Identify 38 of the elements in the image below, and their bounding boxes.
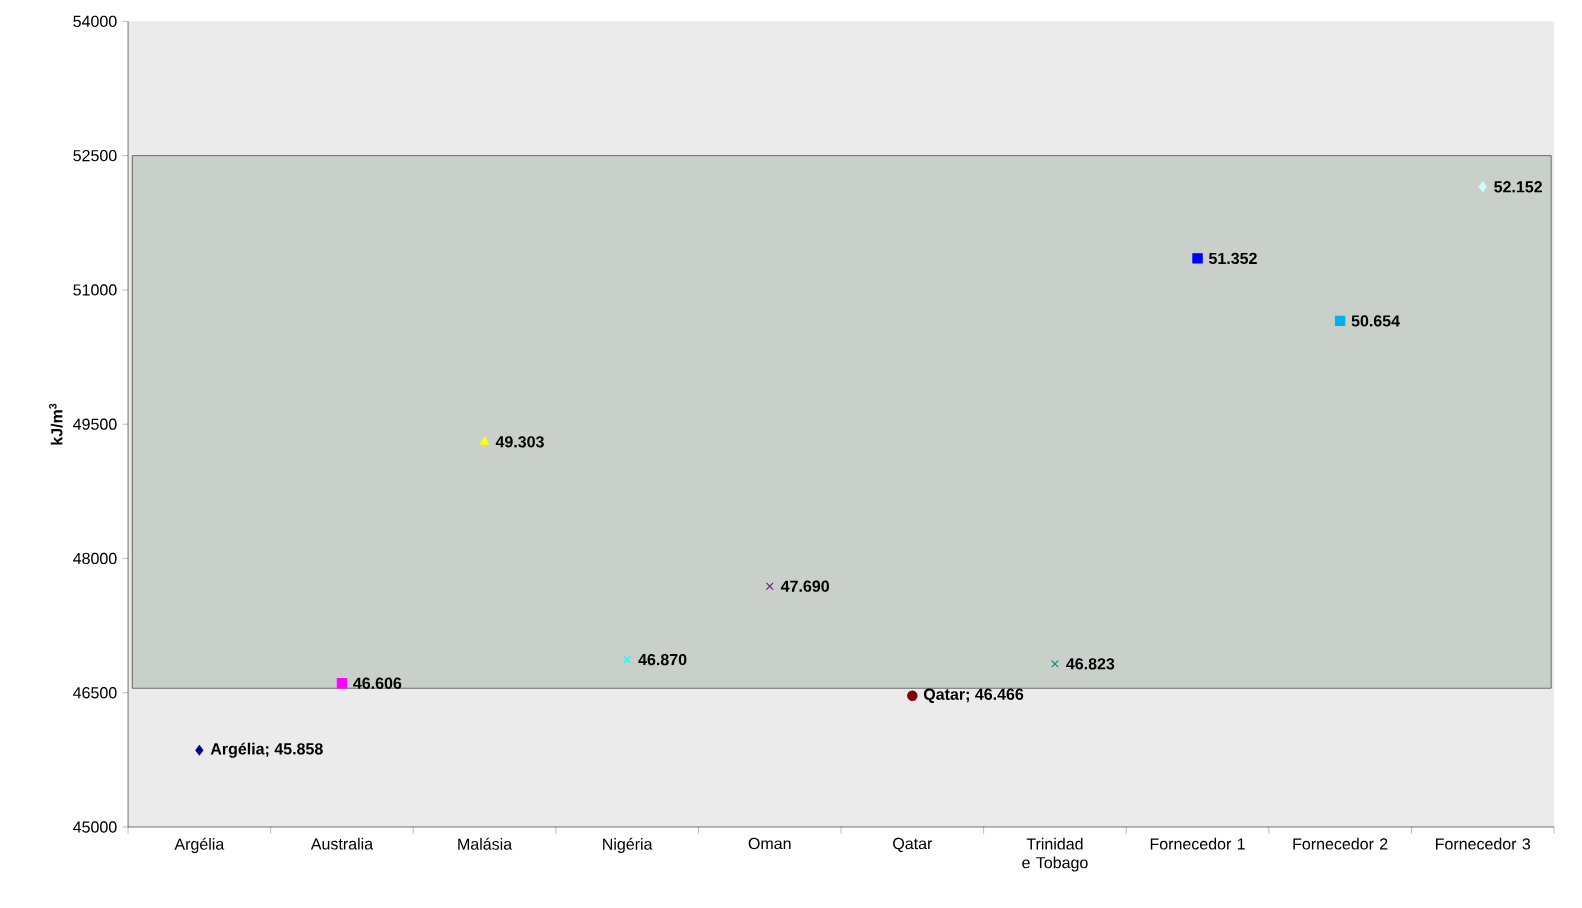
data-label: 47.690 [780, 580, 829, 592]
data-label: Argélia; 45.858 [210, 742, 323, 758]
point [1334, 315, 1346, 326]
point [1051, 659, 1059, 668]
y-tick-label: 45000 [73, 821, 117, 833]
point [765, 582, 774, 590]
point [1192, 253, 1203, 264]
point [623, 655, 631, 664]
x-tick-label: Qatar [893, 837, 933, 852]
point [1478, 181, 1487, 192]
x-tick-label: Trinidad e Tobago [1022, 837, 1088, 872]
point [479, 436, 490, 445]
y-tick-label: 52500 [73, 149, 117, 162]
y-tick-label: 49500 [73, 418, 117, 430]
point [336, 677, 348, 689]
x-tick-label: Nigéria [603, 837, 653, 853]
x-tick-label: Fornecedor 2 [1293, 837, 1388, 850]
data-label: 49.303 [495, 435, 544, 448]
data-label: 46.870 [638, 653, 687, 666]
x-tick-label: Argélia [174, 837, 225, 853]
data-label: 51.352 [1208, 252, 1257, 264]
x-tick-label: Australia [310, 837, 374, 850]
point [907, 690, 918, 701]
point [195, 744, 204, 756]
data-label: Qatar; 46.466 [923, 688, 1024, 703]
x-tick-label: Fornecedor 3 [1436, 837, 1531, 850]
data-label: 52.152 [1494, 180, 1542, 193]
y-axis-title: kJ/m$^{3}$ [49, 403, 63, 445]
x-tick-label: Malásia [458, 837, 513, 850]
y-tick-label: 54000 [73, 15, 117, 27]
data-label: 50.654 [1351, 315, 1400, 327]
x-tick-label: Fornecedor 1 [1150, 837, 1245, 850]
y-tick-label: 46500 [73, 686, 117, 699]
data-label: 46.823 [1066, 657, 1115, 670]
data-label: 46.606 [353, 677, 402, 689]
y-tick-label: 48000 [73, 552, 117, 564]
x-tick-label: Oman [748, 837, 791, 849]
y-tick-label: 51000 [73, 284, 117, 296]
